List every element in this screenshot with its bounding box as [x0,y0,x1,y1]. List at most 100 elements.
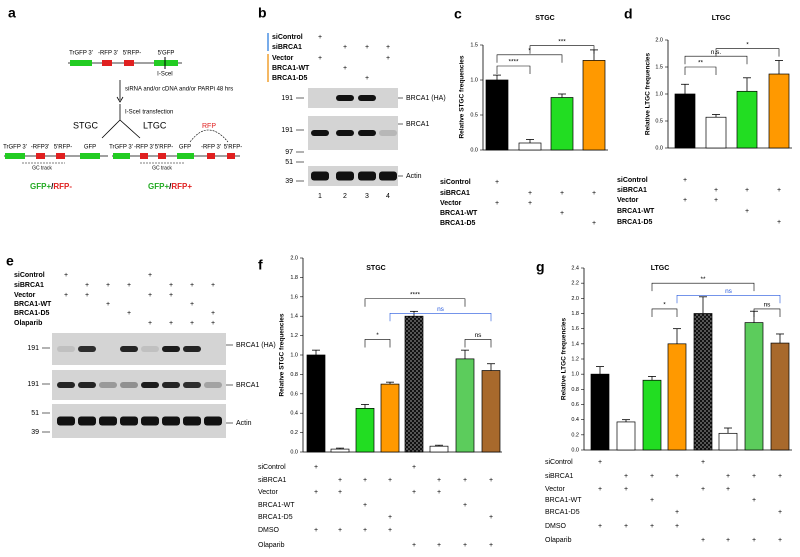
y-axis-label: Relative LTGC frequencies [645,53,652,136]
outcome-label: LTGC [143,120,167,130]
y-tick-label: 1.6 [571,326,579,332]
condition-mark: + [624,523,628,530]
condition-label: BRCA1-WT [617,208,655,215]
significance-bracket [496,54,563,63]
blot-band [57,416,75,426]
condition-label: BRCA1-D5 [440,220,476,227]
condition-mark: + [85,292,89,299]
blot-band [358,171,376,181]
condition-mark: + [318,55,322,62]
condition-label: DMSO [545,523,567,530]
bar [770,342,790,451]
y-axis-label: Relative STGC frequencies [459,55,466,138]
significance-label: **** [410,291,421,298]
y-tick-label: 0.6 [290,391,298,397]
significance-bracket [715,48,780,57]
condition-mark: + [745,208,749,215]
condition-mark: + [412,464,416,471]
condition-mark: + [437,477,441,484]
bar [485,79,509,151]
condition-label: Olaparib [545,537,572,544]
condition-label: siControl [545,459,573,466]
condition-mark: + [388,527,392,534]
mw-marker: 191 [281,95,293,102]
condition-mark: + [437,542,441,549]
y-tick-label: 1.0 [470,77,478,83]
mw-marker: 191 [27,345,39,352]
mw-marker: 191 [27,381,39,388]
y-tick-label: 0.0 [470,147,478,153]
outcome-label: STGC [73,120,99,130]
significance-label: ns [437,306,445,313]
y-tick-label: 1.5 [470,42,478,48]
condition-mark: + [701,459,705,466]
condition-mark: + [386,55,390,62]
bar [355,408,375,453]
condition-mark: + [127,310,131,317]
blot-band [120,382,138,388]
condition-label: BRCA1-D5 [258,514,293,521]
condition-label: siBRCA1 [272,44,302,51]
condition-mark: + [463,477,467,484]
mw-marker: 191 [281,127,293,134]
condition-mark: + [365,44,369,51]
result-label: GFP+/RFP- [30,182,72,191]
condition-mark: + [343,44,347,51]
y-tick-label: 2.4 [571,265,579,271]
segment-label: 5'RFP- [123,51,141,57]
condition-mark: + [148,272,152,279]
condition-mark: + [560,210,564,217]
blot-band [120,416,138,426]
step-label: siRNA and/or cDNA and/or PARPi 48 hrs [125,87,233,93]
condition-mark: + [148,292,152,299]
blot-band [183,416,201,426]
condition-mark: + [211,282,215,289]
condition-label: Olaparib [258,542,285,549]
insert-label: RFP [202,123,216,130]
condition-label: BRCA1-D5 [545,509,580,516]
condition-mark: + [338,527,342,534]
segment-label: 5'RFP- [224,145,242,151]
significance-bracket [651,308,678,317]
condition-label: Vector [258,489,279,496]
bar [582,60,606,151]
condition-mark: + [169,292,173,299]
condition-mark: + [495,179,499,186]
result-label: GFP+/RFP+ [148,182,192,191]
condition-mark: + [64,292,68,299]
bar [429,445,449,453]
condition-mark: + [211,310,215,317]
condition-mark: + [106,282,110,289]
condition-mark: + [752,497,756,504]
lane-number: 1 [318,193,322,200]
significance-bracket [651,282,755,292]
chart-title: LTGC [651,265,670,272]
blot-band [78,382,96,388]
condition-mark: + [463,542,467,549]
significance-label: **** [508,59,519,66]
blot-band [358,130,376,136]
condition-mark: + [598,523,602,530]
blot-band [204,416,222,426]
step-label: I-SceI transfection [125,110,173,116]
y-tick-label: 2.0 [290,255,298,261]
significance-bracket [389,312,492,322]
mw-marker: 51 [285,159,293,166]
mw-marker: 39 [285,178,293,185]
band-label: BRCA1 (HA) [236,342,276,349]
condition-label: Vector [14,292,36,299]
blot-band [78,416,96,426]
blot-band [141,382,159,388]
segment-label: -RFP3' [31,145,49,151]
y-tick-label: 1.4 [571,341,579,347]
bar [693,313,713,451]
condition-mark: + [489,477,493,484]
y-tick-label: 0.2 [290,430,298,436]
bar [481,370,501,453]
bar [642,379,662,451]
panel-letter: a [8,5,16,21]
condition-mark: + [650,473,654,480]
condition-mark: + [777,219,781,226]
y-tick-label: 1.0 [571,372,579,378]
